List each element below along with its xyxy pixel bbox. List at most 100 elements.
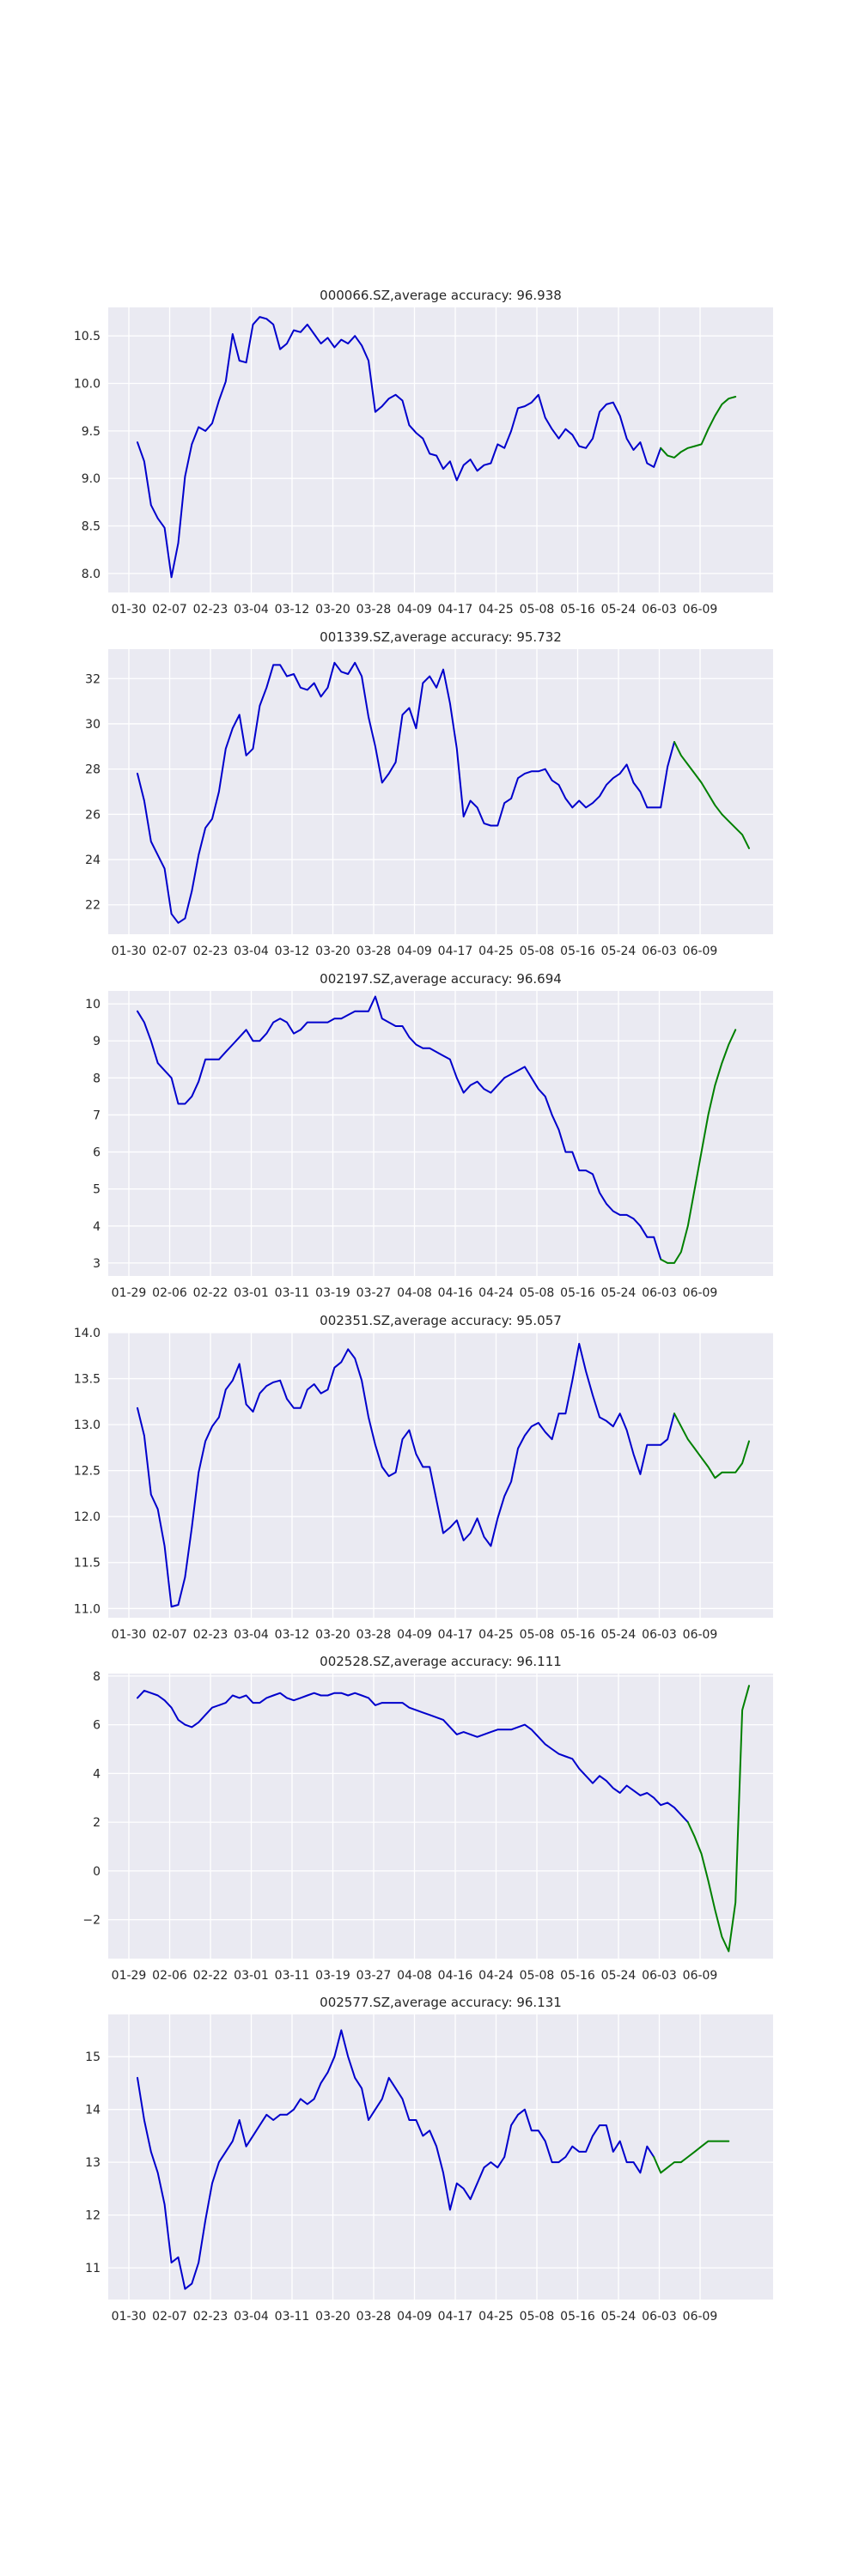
plot-area <box>108 307 773 592</box>
forecast-line <box>660 396 737 459</box>
x-tick-label: 01-30 <box>112 2310 147 2324</box>
plot-area <box>108 1674 773 1959</box>
x-tick-label: 04-09 <box>397 1628 432 1642</box>
x-tick-label: 03-11 <box>275 2310 310 2324</box>
x-tick-label: 03-04 <box>234 1628 269 1642</box>
x-tick-label: 03-20 <box>315 1628 350 1642</box>
x-tick-label: 03-20 <box>315 603 350 617</box>
history-line <box>137 661 675 924</box>
x-tick-label: 05-24 <box>601 603 637 617</box>
x-tick-label: 06-03 <box>642 1969 677 1983</box>
y-tick-label: 12.5 <box>74 1465 101 1479</box>
x-tick-label: 05-24 <box>601 2310 637 2324</box>
x-tick-label: 03-28 <box>356 1628 392 1642</box>
x-tick-label: 03-12 <box>275 603 310 617</box>
plot-area <box>108 2014 773 2300</box>
x-tick-label: 06-03 <box>642 603 677 617</box>
x-tick-label: 05-24 <box>601 945 637 958</box>
forecast-line <box>660 1029 737 1264</box>
y-tick-label: 28 <box>85 763 101 777</box>
plot-area <box>108 1333 773 1618</box>
y-tick-label: 26 <box>85 808 101 822</box>
x-tick-label: 06-09 <box>683 1628 718 1642</box>
x-tick-label: 05-16 <box>560 603 595 617</box>
y-tick-label: 10.5 <box>74 330 101 343</box>
x-tick-label: 03-19 <box>315 1286 350 1300</box>
x-tick-label: 04-09 <box>397 603 432 617</box>
forecast-line <box>686 1685 750 1953</box>
x-tick-label: 06-09 <box>683 2310 718 2324</box>
x-tick-label: 03-20 <box>315 945 350 958</box>
y-tick-label: 13 <box>85 2156 101 2170</box>
y-tick-label: 12.0 <box>74 1510 101 1524</box>
y-tick-label: 8 <box>93 1072 101 1085</box>
y-tick-label: 22 <box>85 899 101 913</box>
x-tick-label: 05-08 <box>520 603 555 617</box>
x-tick-label: 06-03 <box>642 945 677 958</box>
x-tick-label: 03-28 <box>356 945 392 958</box>
x-tick-label: 06-03 <box>642 2310 677 2324</box>
y-tick-label: 32 <box>85 672 101 686</box>
x-tick-label: 03-04 <box>234 603 269 617</box>
x-tick-label: 02-23 <box>193 1628 228 1642</box>
x-tick-label: 03-12 <box>275 945 310 958</box>
y-tick-label: 4 <box>93 1767 101 1781</box>
y-tick-label: 9.0 <box>82 472 101 486</box>
x-tick-label: 04-25 <box>478 1628 514 1642</box>
chart-panel-2: 001339.SZ,average accuracy: 95.732 22 24 26… <box>85 629 773 958</box>
y-tick-label: 24 <box>85 854 101 867</box>
x-tick-label: 01-29 <box>112 1286 147 1300</box>
x-tick-label: 05-08 <box>520 1628 555 1642</box>
x-tick-label: 01-30 <box>112 603 147 617</box>
x-tick-label: 02-06 <box>152 1286 187 1300</box>
x-tick-label: 03-04 <box>234 2310 269 2324</box>
y-tick-label: 10.0 <box>74 378 101 392</box>
history-line <box>137 2029 655 2290</box>
x-tick-label: 04-08 <box>397 1286 432 1300</box>
chart-title: 002197.SZ,average accuracy: 96.694 <box>320 971 562 987</box>
x-tick-label: 04-16 <box>438 1969 473 1983</box>
x-tick-label: 04-16 <box>438 1286 473 1300</box>
y-tick-label: 10 <box>85 998 101 1012</box>
x-tick-label: 01-30 <box>112 1628 147 1642</box>
history-line <box>137 316 662 579</box>
x-tick-label: 04-17 <box>438 603 473 617</box>
plot-area <box>108 649 773 934</box>
y-tick-label: 15 <box>85 2050 101 2064</box>
x-tick-label: 06-03 <box>642 1286 677 1300</box>
chart-title: 002528.SZ,average accuracy: 96.111 <box>320 1654 562 1669</box>
x-tick-label: 05-16 <box>560 945 595 958</box>
x-tick-label: 05-24 <box>601 1628 637 1642</box>
x-tick-label: 03-11 <box>275 1969 310 1983</box>
x-tick-label: 01-30 <box>112 945 147 958</box>
x-tick-label: 04-09 <box>397 2310 432 2324</box>
forecast-line <box>673 1413 750 1479</box>
x-tick-label: 05-16 <box>560 1286 595 1300</box>
x-tick-label: 03-11 <box>275 1286 310 1300</box>
x-tick-label: 02-23 <box>193 2310 228 2324</box>
y-tick-label: 3 <box>93 1257 101 1271</box>
x-tick-label: 03-20 <box>315 2310 350 2324</box>
history-line <box>137 1689 689 1824</box>
y-tick-label: 11 <box>85 2262 101 2275</box>
x-tick-label: 03-01 <box>234 1286 269 1300</box>
x-tick-label: 05-16 <box>560 1969 595 1983</box>
plot-area <box>108 991 773 1276</box>
x-tick-label: 06-09 <box>683 945 718 958</box>
x-tick-label: 05-08 <box>520 945 555 958</box>
x-tick-label: 06-09 <box>683 1286 718 1300</box>
forecast-line <box>653 2140 730 2174</box>
x-tick-label: 02-23 <box>193 945 228 958</box>
y-tick-label: −2 <box>82 1914 101 1928</box>
y-tick-label: 11.0 <box>74 1602 101 1616</box>
y-tick-label: 30 <box>85 718 101 732</box>
x-tick-label: 04-17 <box>438 2310 473 2324</box>
chart-title: 002351.SZ,average accuracy: 95.057 <box>320 1313 562 1328</box>
x-tick-label: 04-25 <box>478 945 514 958</box>
y-tick-label: 11.5 <box>74 1557 101 1571</box>
history-line <box>137 1342 675 1608</box>
y-tick-label: 8.5 <box>82 520 101 534</box>
x-tick-label: 02-22 <box>193 1286 228 1300</box>
x-tick-label: 06-09 <box>683 603 718 617</box>
